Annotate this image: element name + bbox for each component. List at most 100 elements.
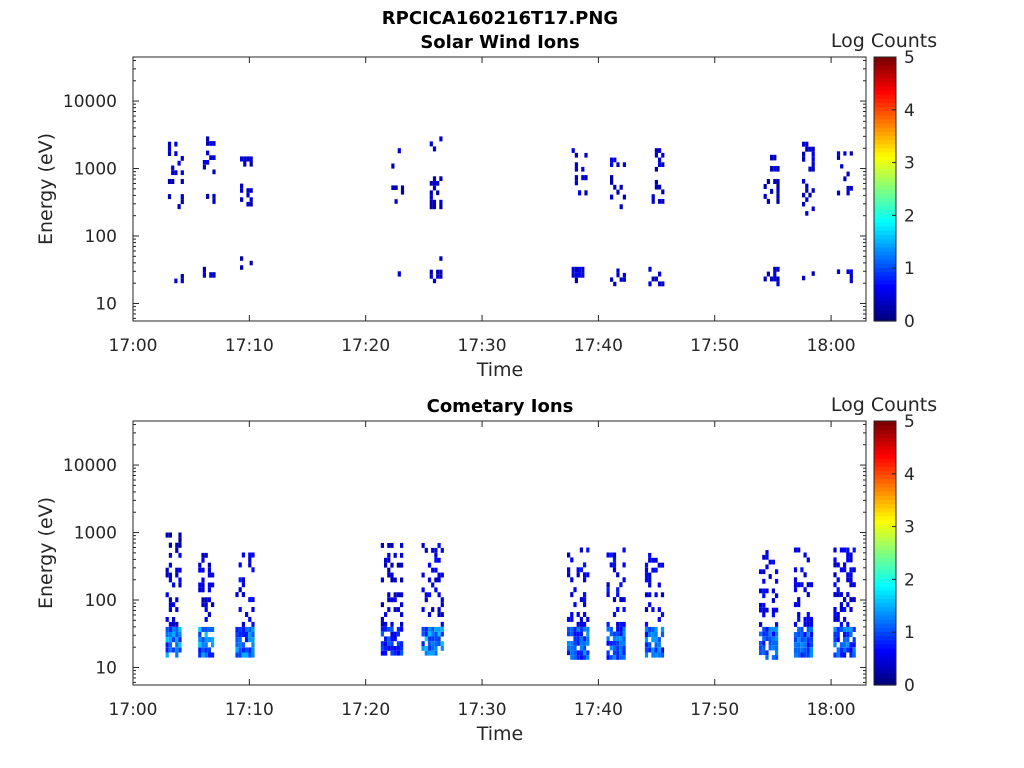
heatmap-cell: [390, 543, 394, 548]
heatmap-cell: [209, 141, 213, 146]
heatmap-cell: [852, 647, 856, 653]
heatmap-cell: [212, 198, 216, 204]
heatmap-cell: [168, 607, 172, 612]
heatmap-cell: [586, 650, 590, 656]
heatmap-cell: [204, 632, 208, 638]
heatmap-cell: [387, 626, 391, 632]
heatmap-cell: [606, 650, 610, 656]
heatmap-cell: [178, 647, 182, 653]
heatmap-cell: [165, 632, 169, 638]
heatmap-cell: [204, 602, 208, 608]
heatmap-cell: [612, 645, 617, 651]
heatmap-cell: [201, 602, 205, 608]
heatmap-cell: [802, 179, 806, 184]
heatmap-cell: [811, 206, 815, 212]
heatmap-cell: [174, 151, 178, 156]
heatmap-cell: [175, 542, 179, 548]
heatmap-cell: [576, 567, 580, 573]
heatmap-cell: [654, 642, 658, 648]
heatmap-cell: [658, 271, 662, 277]
heatmap-cell: [658, 157, 662, 163]
heatmap-cell: [432, 185, 437, 191]
colorbar-segment: [874, 561, 896, 566]
colorbar-segment: [874, 156, 896, 161]
heatmap-cell: [648, 592, 652, 598]
heatmap-cell: [775, 655, 779, 660]
colorbar-segment: [874, 598, 896, 604]
heatmap-cell: [245, 612, 249, 617]
heatmap-cell: [765, 550, 769, 555]
heatmap-cell: [207, 597, 211, 603]
heatmap-cell: [765, 655, 769, 660]
heatmap-cell: [836, 652, 840, 658]
colorbar-segment: [874, 536, 896, 542]
heatmap-cell: [390, 572, 394, 578]
heatmap-cell: [576, 641, 580, 646]
heatmap-cell: [606, 636, 610, 641]
heatmap-cell: [172, 617, 176, 622]
heatmap-cell: [440, 602, 444, 608]
heatmap-cell: [581, 272, 585, 278]
heatmap-cell: [648, 281, 652, 287]
heatmap-cell: [178, 567, 182, 573]
heatmap-cell: [797, 547, 801, 553]
heatmap-cell: [198, 652, 202, 658]
heatmap-cell: [434, 577, 438, 583]
heatmap-cell: [204, 607, 208, 612]
heatmap-cell: [833, 626, 837, 632]
heatmap-cell: [178, 532, 182, 538]
heatmap-cell: [209, 272, 213, 278]
heatmap-cell: [390, 597, 394, 603]
heatmap-cell: [570, 641, 574, 646]
heatmap-cell: [427, 592, 432, 598]
heatmap-cell: [175, 547, 179, 553]
heatmap-cell: [606, 587, 610, 593]
heatmap-cell: [606, 552, 610, 558]
heatmap-cell: [609, 562, 613, 568]
heatmap-cell: [609, 655, 613, 660]
heatmap-cell: [852, 637, 856, 643]
heatmap-cell: [616, 268, 620, 273]
heatmap-cell: [429, 190, 433, 196]
heatmap-cell: [644, 567, 649, 573]
heatmap-cell: [616, 655, 620, 660]
heatmap-cell: [180, 274, 184, 279]
heatmap-cell: [793, 621, 798, 627]
heatmap-cell: [836, 647, 840, 653]
heatmap-cell: [846, 621, 850, 627]
heatmap-cell: [437, 607, 441, 612]
heatmap-cell: [809, 647, 814, 653]
heatmap-cell: [576, 621, 580, 627]
y-tick-label: 100: [85, 227, 117, 247]
heatmap-cell: [776, 266, 780, 272]
heatmap-cell: [839, 602, 843, 608]
heatmap-cell: [833, 592, 837, 598]
heatmap-cell: [207, 626, 211, 632]
y-tick-label: 10000: [63, 92, 117, 112]
colorbar-tick-label: 4: [904, 101, 915, 121]
heatmap-cell: [249, 188, 253, 193]
heatmap-cell: [427, 646, 432, 651]
heatmap-cell: [846, 637, 850, 643]
figure-title: RPCICA160216T17.PNG: [382, 8, 618, 29]
heatmap-cell: [400, 190, 405, 195]
heatmap-cell: [396, 650, 400, 656]
heatmap-cell: [198, 562, 202, 568]
heatmap-cell: [606, 592, 610, 598]
heatmap-cell: [201, 582, 205, 588]
heatmap-cell: [168, 602, 172, 608]
heatmap-cell: [765, 631, 769, 637]
heatmap-cell: [797, 642, 801, 648]
x-tick-label: 17:30: [458, 700, 507, 720]
heatmap-cell: [167, 141, 172, 147]
heatmap-cell: [579, 636, 583, 641]
heatmap-cell: [660, 632, 665, 638]
heatmap-cell: [396, 646, 400, 651]
heatmap-cell: [424, 631, 428, 637]
heatmap-cell: [586, 636, 590, 641]
heatmap-cell: [579, 597, 583, 603]
heatmap-cell: [759, 641, 763, 646]
heatmap-cell: [775, 569, 779, 575]
heatmap-cell: [380, 617, 384, 622]
heatmap-cell: [771, 636, 775, 641]
